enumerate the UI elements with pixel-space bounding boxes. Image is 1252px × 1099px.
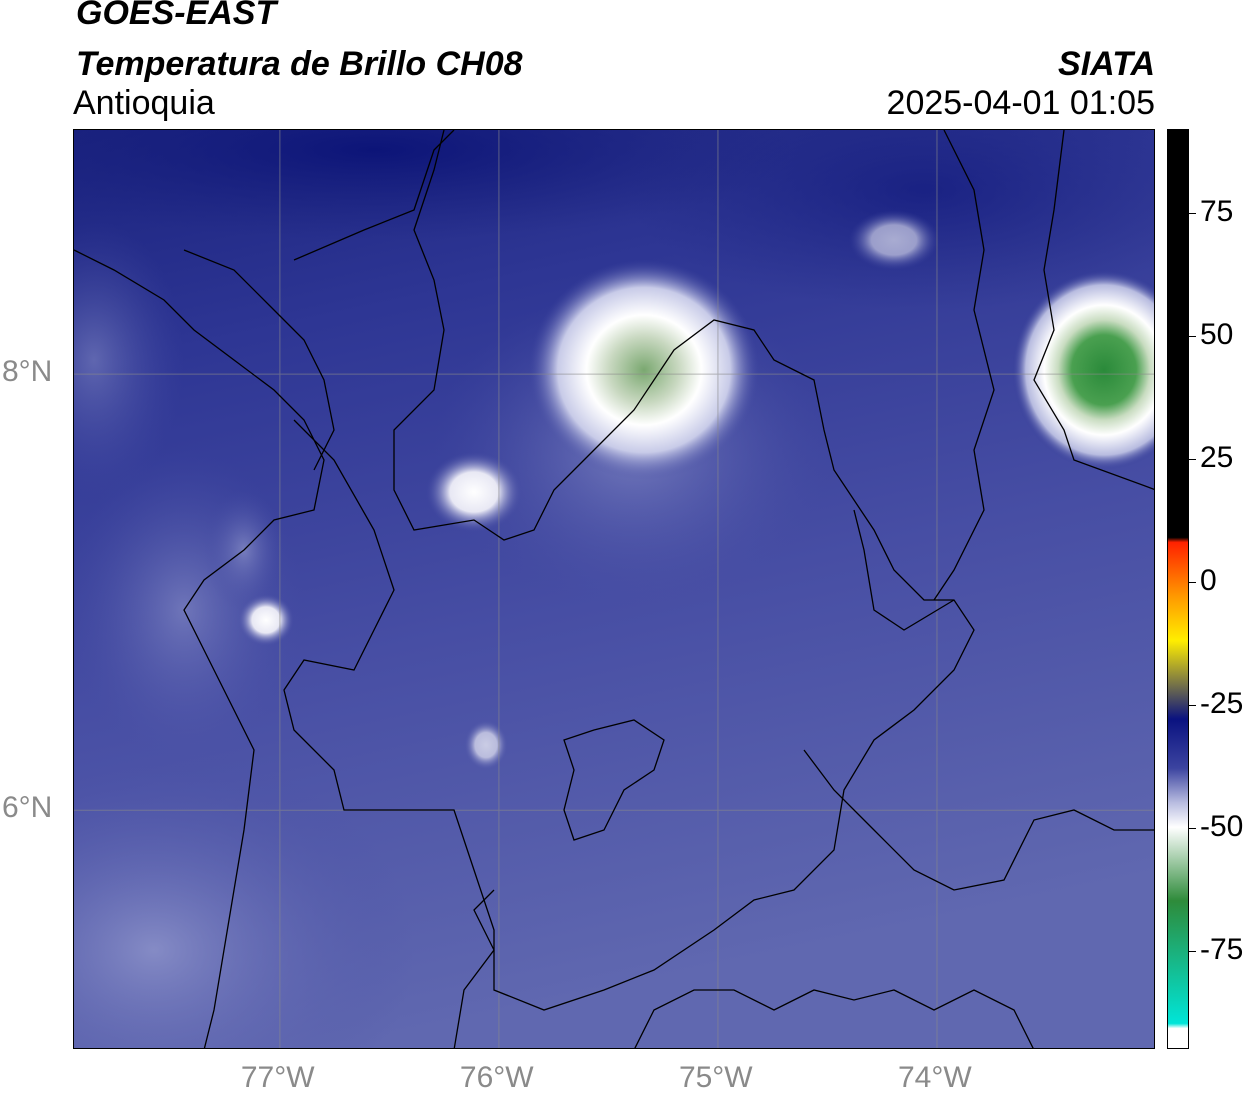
map-canvas	[74, 130, 1154, 1048]
haze-northwest	[74, 220, 184, 500]
cloud-small-4	[849, 210, 939, 270]
colorbar-tick-label: -25	[1200, 686, 1244, 720]
cloud-system-east	[1012, 270, 1154, 470]
colorbar-tick	[1189, 704, 1196, 706]
cloud-small-3	[464, 720, 508, 770]
cloud-small-1	[426, 452, 522, 532]
agency-label: SIATA	[1058, 45, 1155, 83]
lon-tick-label: 75°W	[678, 1061, 753, 1094]
enclave-central	[563, 719, 665, 841]
boundary-south-west	[453, 889, 495, 1048]
boundaries	[74, 130, 1154, 1048]
brightness-temperature-map[interactable]	[73, 129, 1155, 1049]
colorbar-tick	[1189, 212, 1196, 214]
colorbar-tick-label: 25	[1200, 440, 1234, 474]
colorbar-tick-label: 75	[1200, 194, 1234, 228]
lat-tick-label: 8°N	[2, 355, 53, 389]
cloud-system-central	[529, 260, 759, 480]
region-label: Antioquia	[73, 84, 215, 122]
colorbar-tick	[1189, 458, 1196, 460]
lon-tick-label: 77°W	[240, 1061, 315, 1094]
colorbar-tick-label: -75	[1200, 932, 1244, 966]
satellite-title: GOES-EAST	[76, 0, 277, 32]
boundary-far-east	[1033, 130, 1154, 490]
colorbar-tick-label: -50	[1200, 809, 1244, 843]
boundary-east	[933, 130, 995, 601]
boundary-southeast	[803, 749, 1154, 891]
colorbar-tick	[1189, 827, 1196, 829]
antioquia-border	[283, 130, 975, 1011]
gridlines	[74, 130, 1154, 1048]
datetime-label: 2025-04-01 01:05	[886, 84, 1155, 122]
dark-region-north	[74, 130, 794, 240]
colorbar-tick-label: 50	[1200, 317, 1234, 351]
coastline-gulf	[183, 249, 335, 471]
lon-tick-label: 74°W	[897, 1061, 972, 1094]
product-title: Temperatura de Brillo CH08	[76, 45, 523, 83]
colorbar-tick	[1189, 950, 1196, 952]
boundary-south	[634, 989, 1034, 1048]
colorbar-tick	[1189, 335, 1196, 337]
haze-southwest	[74, 750, 414, 1048]
temperature-colorbar	[1167, 129, 1189, 1049]
colorbar-tick-label: 0	[1200, 563, 1217, 597]
lon-tick-label: 76°W	[459, 1061, 534, 1094]
boundary-east-notch	[853, 509, 955, 631]
coastline-west	[74, 249, 325, 1048]
lat-tick-label: 6°N	[2, 791, 53, 825]
colorbar-tick	[1189, 581, 1196, 583]
